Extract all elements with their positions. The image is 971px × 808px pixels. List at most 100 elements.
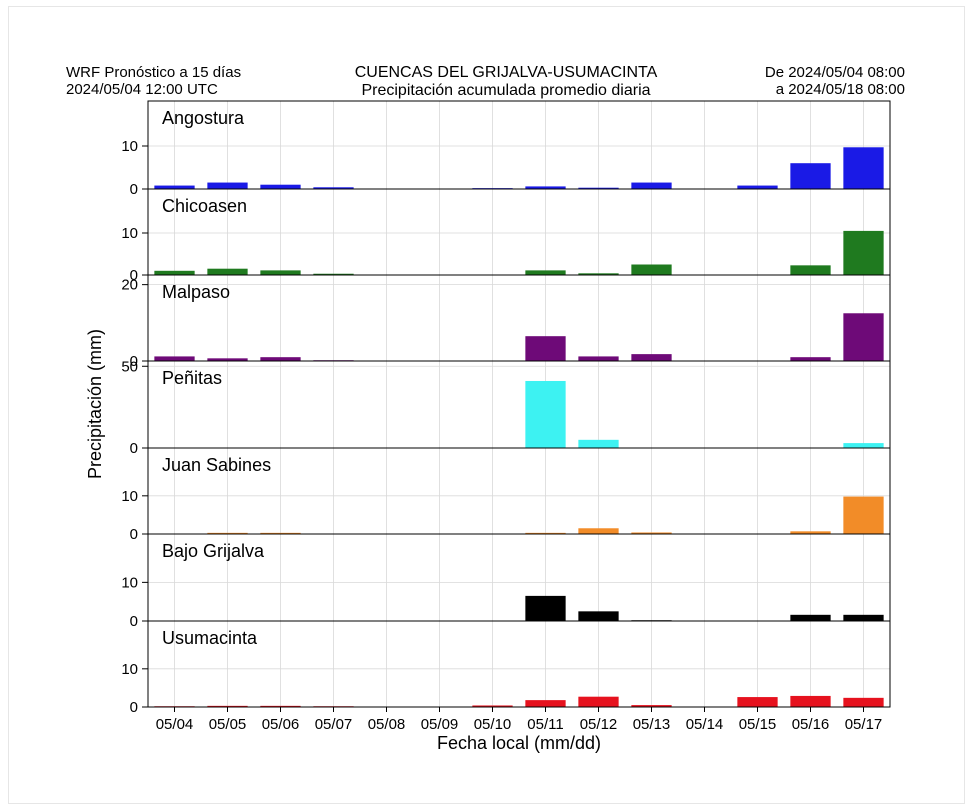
bar <box>525 700 566 707</box>
bar <box>790 695 831 707</box>
bar <box>790 531 831 534</box>
panel-label: Usumacinta <box>162 628 258 648</box>
bar <box>631 264 672 275</box>
bar <box>260 357 301 361</box>
x-tick-label: 05/08 <box>368 716 406 733</box>
x-tick-label: 05/10 <box>474 716 512 733</box>
y-tick-label: 10 <box>121 488 138 505</box>
y-tick-label: 0 <box>130 440 138 457</box>
bar <box>578 273 619 275</box>
bar <box>525 380 566 448</box>
bar <box>578 187 619 189</box>
x-tick-label: 05/12 <box>580 716 618 733</box>
bar <box>790 265 831 275</box>
period-start: De 2024/05/04 08:00 <box>764 64 905 81</box>
bar <box>260 270 301 275</box>
forecast-label: WRF Pronóstico a 15 días <box>66 64 242 81</box>
period-info: De 2024/05/04 08:00 a 2024/05/18 08:00 <box>765 64 905 98</box>
panel-label: Chicoasen <box>162 196 247 216</box>
panel-label: Malpaso <box>162 282 230 302</box>
bar <box>790 357 831 361</box>
bar <box>260 184 301 189</box>
y-tick-label: 10 <box>121 225 138 242</box>
bar <box>578 611 619 621</box>
bar <box>578 528 619 534</box>
bar <box>843 147 884 189</box>
bar <box>154 270 195 275</box>
forecast-init-time: 2024/05/04 12:00 UTC <box>66 81 218 98</box>
bar <box>313 273 354 275</box>
bar <box>578 439 619 448</box>
bar <box>843 496 884 534</box>
bar <box>525 595 566 621</box>
bar <box>472 705 513 707</box>
panel-label: Bajo Grijalva <box>162 541 265 561</box>
bar <box>737 185 778 189</box>
chart-subtitle: Precipitación acumulada promedio diaria <box>361 82 651 99</box>
x-tick-label: 05/07 <box>315 716 353 733</box>
bar <box>790 614 831 621</box>
x-tick-label: 05/16 <box>792 716 830 733</box>
bar <box>154 356 195 361</box>
bar <box>525 270 566 275</box>
y-tick-label: 50 <box>121 358 138 375</box>
bar <box>843 313 884 361</box>
x-tick-label: 05/15 <box>739 716 777 733</box>
bar <box>154 185 195 189</box>
bar <box>207 182 248 189</box>
panel-frame <box>147 360 891 449</box>
x-tick-label: 05/09 <box>421 716 459 733</box>
chart-title-block: CUENCAS DEL GRIJALVA-USUMACINTA Precipit… <box>355 64 658 100</box>
panel-frame <box>147 100 891 190</box>
bar <box>207 705 248 707</box>
period-end: a 2024/05/18 08:00 <box>775 81 905 98</box>
y-tick-label: 10 <box>121 661 138 678</box>
panel-frame <box>147 188 891 276</box>
x-tick-label: 05/17 <box>845 716 883 733</box>
x-tick-label: 05/05 <box>209 716 247 733</box>
y-axis-label: Precipitación (mm) <box>85 329 105 479</box>
bar <box>737 697 778 707</box>
x-tick-label: 05/13 <box>633 716 671 733</box>
y-tick-label: 20 <box>121 277 138 294</box>
y-tick-label: 0 <box>130 526 138 543</box>
figure-frame <box>8 6 965 804</box>
bar <box>578 696 619 707</box>
bar <box>790 163 831 189</box>
bar <box>260 532 301 534</box>
bar <box>525 532 566 534</box>
y-tick-label: 0 <box>130 267 138 284</box>
panel-frame <box>147 620 891 708</box>
bar <box>631 354 672 361</box>
bar <box>313 187 354 189</box>
y-tick-label: 0 <box>130 353 138 370</box>
panel-label: Angostura <box>162 108 245 128</box>
bar <box>843 443 884 448</box>
chart-title: CUENCAS DEL GRIJALVA-USUMACINTA <box>354 64 658 81</box>
y-tick-label: 10 <box>121 574 138 591</box>
bar <box>631 532 672 534</box>
x-tick-label: 05/06 <box>262 716 300 733</box>
panel-frame <box>147 274 891 362</box>
x-axis-label: Fecha local (mm/dd) <box>437 733 601 753</box>
bar <box>525 336 566 361</box>
panel-label: Peñitas <box>162 368 222 388</box>
bar <box>207 532 248 534</box>
y-tick-label: 0 <box>130 699 138 716</box>
bar <box>843 697 884 707</box>
bar <box>207 268 248 275</box>
bar <box>578 356 619 361</box>
panel-label: Juan Sabines <box>162 455 271 475</box>
x-tick-label: 05/04 <box>156 716 194 733</box>
y-tick-label: 0 <box>130 613 138 630</box>
x-tick-label: 05/14 <box>686 716 724 733</box>
x-tick-label: 05/11 <box>527 716 563 733</box>
bar <box>843 230 884 275</box>
bar <box>631 182 672 189</box>
y-tick-label: 0 <box>130 181 138 198</box>
bar <box>525 186 566 189</box>
y-tick-label: 10 <box>121 138 138 155</box>
bar <box>843 614 884 621</box>
forecast-info: WRF Pronóstico a 15 días 2024/05/04 12:0… <box>66 64 241 98</box>
